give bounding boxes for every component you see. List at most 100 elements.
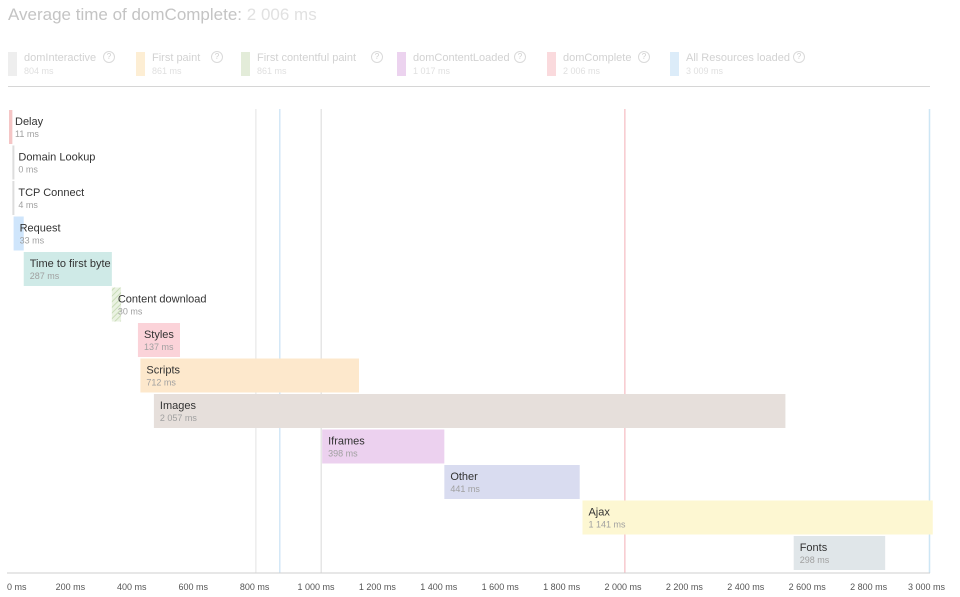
x-tick-label: 800 ms [240, 582, 270, 592]
bar-label: Images [160, 400, 197, 412]
bar-rect[interactable] [793, 536, 886, 570]
bar-rect[interactable] [111, 287, 122, 322]
bar-label: TCP Connect [18, 187, 84, 199]
bar-duration: 287 ms [30, 271, 60, 281]
x-tick-label: 3 000 ms [908, 582, 946, 592]
bar-rect[interactable] [322, 429, 445, 464]
bar-rect[interactable] [582, 500, 933, 535]
help-icon[interactable]: ? [211, 51, 223, 63]
x-tick-label: 1 800 ms [543, 582, 581, 592]
bar-duration: 33 ms [20, 236, 45, 246]
x-tick-label: 2 800 ms [850, 582, 888, 592]
bar-rect[interactable] [137, 323, 180, 357]
legend-swatch [8, 52, 17, 76]
legend-value: 3 009 ms [686, 66, 724, 76]
bar-duration: 137 ms [144, 342, 174, 352]
x-tick-label: 0 ms [7, 582, 27, 592]
help-icon[interactable]: ? [371, 51, 383, 63]
legend-value: 2 006 ms [563, 66, 601, 76]
bar-duration: 398 ms [328, 449, 358, 459]
x-tick-label: 2 400 ms [727, 582, 765, 592]
legend-name: First contentful paint [257, 52, 357, 64]
page-title: Average time of domComplete: 2 006 ms [8, 5, 317, 25]
bar-label: Scripts [146, 365, 180, 377]
bar-label: Time to first byte [30, 258, 111, 270]
bar-rect[interactable] [140, 358, 359, 393]
help-icon[interactable]: ? [103, 51, 115, 63]
legend: domInteractive 804 ms ? First paint 861 … [8, 49, 930, 83]
bar-duration: 11 ms [15, 129, 39, 139]
x-tick-label: 600 ms [178, 582, 208, 592]
legend-swatch [670, 52, 679, 76]
x-tick-label: 1 000 ms [297, 582, 335, 592]
bar-rect[interactable] [9, 110, 13, 144]
bar-rect[interactable] [12, 145, 15, 180]
bar-duration: 30 ms [118, 307, 143, 317]
bar-label: Other [450, 471, 478, 483]
legend-swatch [136, 52, 145, 76]
bar-duration: 441 ms [450, 484, 480, 494]
bar-rect[interactable] [13, 216, 24, 251]
bar-duration: 298 ms [800, 555, 830, 565]
x-tick-label: 1 600 ms [482, 582, 520, 592]
bar-label: Ajax [588, 507, 610, 519]
legend-value: 804 ms [24, 66, 54, 76]
x-tick-label: 1 400 ms [420, 582, 458, 592]
bar-rect[interactable] [153, 394, 786, 428]
legend-value: 861 ms [257, 66, 287, 76]
x-tick-label: 200 ms [56, 582, 86, 592]
bar-label: Domain Lookup [18, 152, 95, 164]
help-icon[interactable]: ? [514, 51, 526, 63]
bar-label: Request [20, 223, 61, 235]
legend-name: domContentLoaded [413, 52, 510, 64]
x-tick-label: 2 200 ms [666, 582, 704, 592]
bar-rect[interactable] [444, 465, 580, 499]
bar-duration: 1 141 ms [588, 520, 626, 530]
legend-value: 1 017 ms [413, 66, 451, 76]
bar-label: Styles [144, 329, 174, 341]
bar-duration: 0 ms [18, 165, 38, 175]
x-axis: 0 ms 200 ms 400 ms 600 ms 800 ms 1 000 ms 1 20… [7, 572, 946, 592]
bar-label: Delay [15, 116, 44, 128]
marker-lines [255, 109, 931, 573]
title-text: Average time of domComplete: [8, 5, 243, 24]
bar-duration: 4 ms [18, 200, 38, 210]
bar-label: Iframes [328, 436, 365, 448]
legend-name: domComplete [563, 52, 632, 64]
bar-label: Fonts [800, 542, 828, 554]
legend-name: All Resources loaded [686, 52, 790, 64]
legend-name: domInteractive [24, 52, 97, 64]
help-icon[interactable]: ? [638, 51, 650, 63]
legend-swatch [547, 52, 556, 76]
legend-swatch [397, 52, 406, 76]
bar-rect[interactable] [23, 252, 112, 286]
legend-divider [8, 86, 930, 87]
bar-duration: 712 ms [146, 378, 176, 388]
legend-name: First paint [152, 52, 201, 64]
x-tick-label: 400 ms [117, 582, 147, 592]
title-value: 2 006 ms [246, 5, 317, 24]
x-tick-label: 2 000 ms [604, 582, 642, 592]
bar-duration: 2 057 ms [160, 413, 198, 423]
bar-rect[interactable] [12, 181, 15, 215]
bar-label: Content download [118, 294, 207, 306]
x-tick-label: 1 200 ms [359, 582, 397, 592]
help-icon[interactable]: ? [793, 51, 805, 63]
legend-value: 861 ms [152, 66, 182, 76]
legend-swatch [241, 52, 250, 76]
